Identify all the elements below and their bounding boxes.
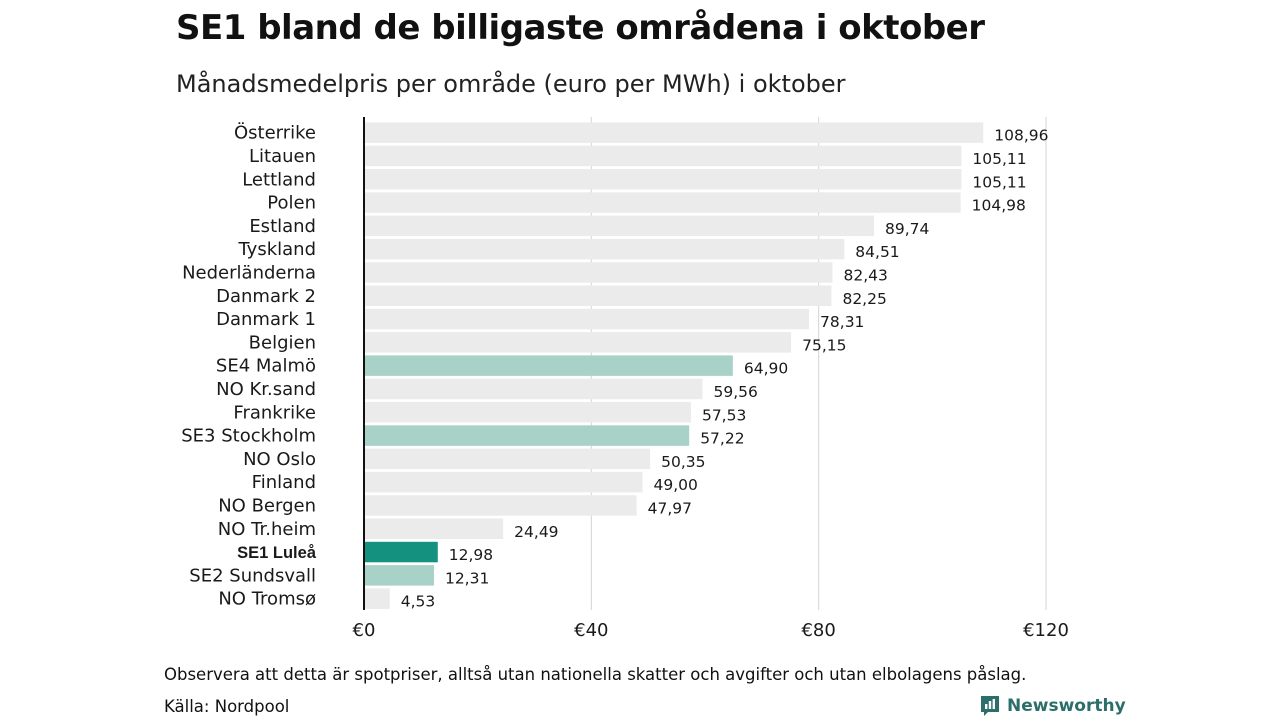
- bar: [364, 262, 833, 283]
- bar: [364, 122, 984, 143]
- bar: [364, 588, 390, 609]
- bar: [364, 308, 810, 330]
- category-label: Tyskland: [237, 239, 316, 260]
- bar: [364, 332, 792, 353]
- category-label: Österrike: [234, 122, 316, 144]
- data-label: 104,98: [972, 197, 1026, 215]
- bar: [364, 169, 962, 190]
- bar: [364, 448, 651, 470]
- data-label: 4,53: [401, 593, 436, 611]
- bar-chart: Österrike 108,96 Litauen 105,11 Lettland 105,…: [181, 117, 1069, 641]
- category-label: SE1 Luleå: [237, 544, 317, 562]
- bar: [364, 402, 691, 423]
- category-label: Danmark 2: [216, 286, 316, 307]
- bar: [364, 238, 845, 260]
- newsworthy-logo-icon: [981, 696, 999, 716]
- category-label: SE3 Stockholm: [181, 426, 316, 447]
- bar: [364, 145, 962, 167]
- bar: [364, 425, 690, 446]
- data-label: 105,11: [972, 150, 1026, 168]
- x-tick-label: €80: [801, 620, 835, 641]
- bar: [364, 285, 832, 306]
- brand-name: Newsworthy: [1007, 696, 1126, 716]
- category-label: Belgien: [249, 332, 316, 353]
- data-label: 64,90: [744, 360, 788, 378]
- chart-title: SE1 bland de billigaste områdena i oktob…: [176, 8, 985, 48]
- x-tick-label: €120: [1023, 620, 1069, 641]
- bar: [364, 518, 504, 539]
- data-label: 108,96: [994, 127, 1048, 145]
- data-label: 24,49: [514, 523, 558, 541]
- source-credit: Källa: Nordpool: [164, 697, 290, 716]
- category-label: Nederländerna: [182, 262, 316, 283]
- data-label: 12,98: [449, 546, 493, 564]
- bar: [364, 192, 961, 213]
- bar: [364, 355, 733, 376]
- bar: [364, 471, 643, 493]
- data-label: 57,22: [700, 430, 744, 448]
- data-label: 57,53: [702, 406, 746, 424]
- footnote: Observera att detta är spotpriser, allts…: [164, 665, 1027, 684]
- data-label: 49,00: [653, 476, 697, 494]
- data-label: 47,97: [648, 499, 692, 517]
- x-tick-label: €40: [574, 620, 608, 641]
- category-label: Finland: [252, 472, 316, 493]
- category-label: Danmark 1: [216, 309, 316, 330]
- category-label: NO Bergen: [218, 495, 316, 516]
- data-label: 50,35: [661, 453, 705, 471]
- category-label: NO Oslo: [243, 449, 316, 470]
- bar: [364, 541, 438, 563]
- category-label: NO Tr.heim: [218, 519, 316, 540]
- bar: [364, 565, 434, 586]
- category-label: SE4 Malmö: [216, 356, 316, 377]
- brand-logo: Newsworthy: [979, 694, 1126, 718]
- category-label: NO Tromsø: [218, 589, 316, 610]
- category-label: Estland: [249, 216, 316, 237]
- category-label: Frankrike: [233, 402, 316, 423]
- data-label: 89,74: [885, 220, 929, 238]
- data-label: 84,51: [855, 243, 899, 261]
- data-label: 78,31: [820, 313, 864, 331]
- data-label: 82,25: [842, 290, 886, 308]
- chart-subtitle: Månadsmedelpris per område (euro per MWh…: [176, 70, 846, 98]
- category-label: NO Kr.sand: [216, 379, 316, 400]
- data-label: 82,43: [843, 266, 887, 284]
- data-label: 75,15: [802, 336, 846, 354]
- bar: [364, 378, 703, 400]
- category-label: Polen: [267, 193, 316, 214]
- data-label: 12,31: [445, 569, 489, 587]
- category-label: Litauen: [249, 146, 316, 167]
- x-tick-label: €0: [353, 620, 376, 641]
- category-label: Lettland: [242, 169, 316, 190]
- bar: [364, 495, 637, 516]
- data-label: 59,56: [713, 383, 757, 401]
- data-label: 105,11: [972, 173, 1026, 191]
- bar: [364, 215, 875, 237]
- category-label: SE2 Sundsvall: [189, 565, 316, 586]
